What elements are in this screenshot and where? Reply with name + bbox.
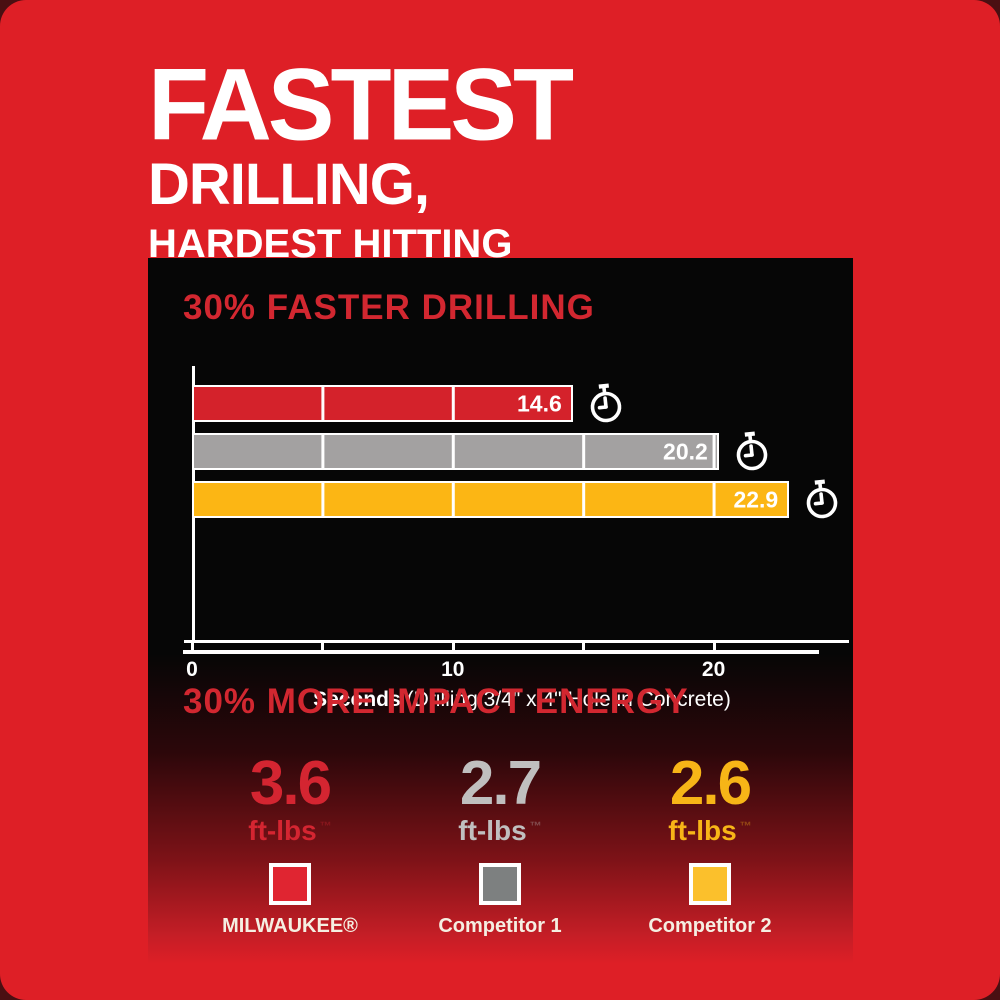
x-axis-line <box>184 640 849 643</box>
stat-milwaukee-: 3.6 ft-lbs ™ <box>180 753 400 845</box>
axis-tick <box>712 643 716 654</box>
bar-row-competitor-2: 22.9 <box>192 479 842 518</box>
stat-competitor-2: 2.6 ft-lbs ™ <box>600 753 820 845</box>
title-line-drilling: DRILLING, <box>148 152 430 217</box>
stopwatch-icon <box>590 383 622 422</box>
axis-tick-label: 0 <box>186 658 198 681</box>
stat-unit: ft-lbs ™ <box>248 815 332 846</box>
axis-tick <box>582 643 586 654</box>
bar-segmented: 14.6 <box>192 385 573 422</box>
trademark-mark: ™ <box>529 818 542 833</box>
title-line-fastest: FASTEST <box>148 47 574 163</box>
drilling-time-bar-chart: 14.6 20.2 22.9 0 10 20 <box>184 366 852 711</box>
bar-value-label: 14.6 <box>517 390 562 416</box>
legend-label: Competitor 1 <box>438 915 562 937</box>
section-title-impact-energy: 30% MORE IMPACT ENERGY <box>183 682 689 721</box>
stopwatch-icon <box>806 479 838 518</box>
bar-segmented: 20.2 <box>192 433 719 470</box>
section-divider-line <box>183 650 819 654</box>
legend-label: Competitor 2 <box>648 915 772 937</box>
stat-value: 2.7 <box>459 749 542 818</box>
trademark-mark: ™ <box>739 818 752 833</box>
x-axis-caption-rest: (Drilling 3/4" x 4" Hole in Concrete) <box>406 688 731 711</box>
axis-tick-label: 10 <box>441 658 465 681</box>
legend-item-competitor-2: Competitor 2 <box>600 863 820 938</box>
legend-color-swatch <box>269 863 311 905</box>
axis-tick <box>321 643 325 654</box>
bar-row-milwaukee-: 14.6 <box>192 383 626 422</box>
x-axis-caption: Seconds (Drilling 3/4" x 4" Hole in Concr… <box>192 688 852 712</box>
axis-tick <box>451 643 455 654</box>
title-line-hardest-hitting: HARDEST HITTING <box>148 222 513 266</box>
legend-item-milwaukee-: MILWAUKEE® <box>180 863 400 938</box>
stopwatch-icon <box>736 431 768 470</box>
stat-value: 3.6 <box>249 749 332 818</box>
legend-color-swatch <box>479 863 521 905</box>
axis-tick <box>191 643 194 654</box>
axis-tick-label: 20 <box>701 658 726 681</box>
bar-segmented: 22.9 <box>192 481 790 518</box>
x-axis-caption-bold: Seconds <box>313 688 401 711</box>
bar-value-label: 20.2 <box>663 438 708 464</box>
stat-competitor-1: 2.7 ft-lbs ™ <box>390 753 610 845</box>
legend-color-swatch <box>689 863 731 905</box>
stat-value: 2.6 <box>669 749 752 818</box>
legend-item-competitor-1: Competitor 1 <box>390 863 610 938</box>
stat-unit: ft-lbs ™ <box>668 815 752 846</box>
stats-panel: 30% FASTER DRILLING 14.6 20.2 22.9 <box>148 258 853 964</box>
bar-row-competitor-1: 20.2 <box>192 431 772 470</box>
legend-label: MILWAUKEE® <box>222 915 358 937</box>
bar-value-label: 22.9 <box>733 486 779 512</box>
trademark-mark: ™ <box>319 818 332 833</box>
stat-unit: ft-lbs ™ <box>458 815 542 846</box>
page-title: FASTEST DRILLING, HARDEST HITTING <box>148 47 574 266</box>
section-title-faster-drilling: 30% FASTER DRILLING <box>183 288 595 327</box>
